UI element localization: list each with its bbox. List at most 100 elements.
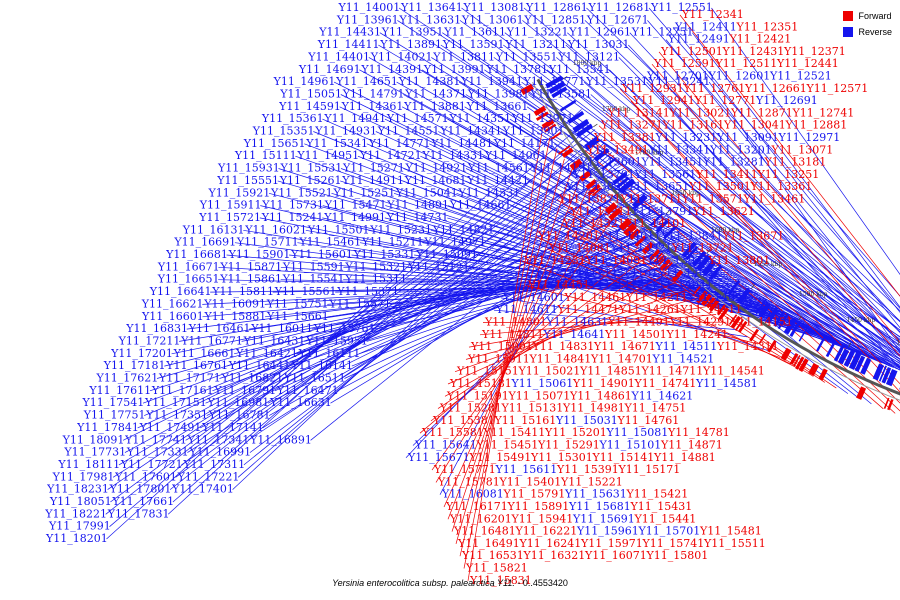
gene-label-reverse: Y11_16011 [250,322,313,335]
gene-label-forward: Y11_14851 [579,365,642,378]
gene-label-reverse: Y11_14731 [386,211,449,224]
ruler-label: 1400 kbp [896,339,900,346]
leader-line [218,279,757,293]
gene-label-reverse: Y11_15261 [279,174,342,187]
gene-label-forward: Y11_13491 [586,143,649,156]
ruler-label: 1450 kbp [847,317,876,324]
gene-label-reverse: Y11_13631 [398,13,461,26]
gene-label-forward: Y11_12941 [632,94,695,107]
gene-label-reverse: Y11_15591 [282,260,345,273]
reverse-gene-feature [816,336,826,352]
leader-line [586,7,900,312]
gene-label-reverse: Y11_12411 [674,20,737,33]
gene-label-forward: Y11_14741 [634,377,697,390]
gene-label-reverse: Y11_15921 [208,186,271,199]
gene-label-reverse: Y11_17741 [124,433,187,446]
gene-label-forward: Y11_12511 [715,57,778,70]
gene-label-reverse: Y11_16691 [173,236,236,249]
reverse-gene-feature [691,250,707,267]
ruler-label: 1650 kbp [671,190,700,197]
gene-label-reverse: Y11_13091 [716,131,779,144]
reverse-gene-feature [618,178,636,194]
gene-label-reverse: Y11_16091 [203,297,266,310]
gene-label-reverse: Y11_12961 [568,26,631,39]
gene-label-reverse: Y11_13611 [443,26,506,39]
gene-label-reverse: Y11_13201 [709,143,772,156]
leader-line [493,57,900,354]
ruler-tick [706,249,711,254]
gene-label-reverse: Y11_14511 [655,340,718,353]
gene-label-reverse: Y11_14891 [386,199,449,212]
gene-label-reverse: Y11_14531 [458,186,521,199]
leader-line [468,306,706,348]
gene-label-forward: Y11_13911 [569,205,632,218]
gene-label-reverse: Y11_14401 [307,50,370,63]
leader-lines [105,7,900,581]
gene-label-reverse: Y11_16651 [157,273,220,286]
gene-label-reverse: Y11_14951 [296,149,359,162]
leader-line [206,201,654,416]
gene-label-reverse: Y11_15351 [252,125,315,138]
leader-line [629,32,900,323]
reverse-gene-feature [783,317,797,335]
forward-gene-feature [730,315,742,329]
gene-label-reverse: Y11_15551 [216,174,279,187]
gene-label-forward: Y11_14461 [564,291,627,304]
gene-label-reverse: Y11_17141 [201,421,264,434]
leader-line [109,119,589,527]
leader-line [459,148,558,557]
gene-label-forward: Y11_14091 [585,254,648,267]
gene-label-reverse: Y11_14561 [467,162,530,175]
gene-label-reverse: Y11_17201 [110,347,173,360]
gene-label-reverse: Y11_13651 [627,180,690,193]
leader-line [281,225,678,379]
gene-label-forward: Y11_12771 [694,94,757,107]
leader-line [447,179,581,520]
reverse-gene-feature [696,254,712,271]
gene-label-forward: Y11_14781 [667,426,730,439]
leader-line [187,174,630,453]
gene-label-forward: Y11_13461 [743,193,806,206]
gene-label-reverse: Y11_13981 [467,88,530,101]
gene-label-reverse: Y11_13831 [565,180,628,193]
gene-label-reverse: Y11_12971 [778,131,841,144]
gene-label-reverse: Y11_15051 [279,88,342,101]
gene-label-forward: Y11_14701 [590,352,653,365]
forward-gene-feature [628,228,641,241]
gene-label-reverse: Y11_15611 [495,463,558,476]
forward-gene-feature [585,179,598,190]
forward-gene-feature [535,111,549,121]
gene-label-reverse: Y11_14691 [298,63,361,76]
gene-label-reverse: Y11_14941 [323,112,386,125]
reverse-gene-feature [872,363,885,381]
gene-label-reverse: Y11_15091 [415,248,478,261]
gene-label-reverse: Y11_12751 [631,26,694,39]
gene-label-reverse: Y11_15651 [243,137,306,150]
gene-label-reverse: Y11_15471 [324,199,387,212]
forward-gene-feature [634,235,647,247]
reverse-gene-feature [727,279,741,295]
gene-label-reverse: Y11_16441 [228,359,291,372]
gene-label-reverse: Y11_14601 [502,291,565,304]
gene-label-reverse: Y11_13921 [610,242,673,255]
gene-label-forward: Y11_15781 [437,475,500,488]
ruler-tick [665,210,670,215]
leader-line [112,158,617,478]
gene-label-forward: Y11_14901 [572,377,635,390]
gene-label-forward: Y11_13721 [671,242,734,255]
gene-label-forward: Y11_15191 [446,389,509,402]
gene-label-forward: Y11_15131 [501,402,564,415]
gene-label-forward: Y11_12661 [744,82,807,95]
leader-line [521,260,781,358]
gene-label-forward: Y11_15151 [456,365,519,378]
leader-line [440,44,900,352]
reverse-gene-feature [798,326,809,342]
gene-label-reverse: Y11_16761 [165,359,228,372]
leader-line [172,134,599,503]
gene-label-reverse: Y11_14171 [493,137,556,150]
leader-line [591,137,896,414]
reverse-gene-feature [551,86,568,99]
forward-gene-feature [780,347,792,361]
leader-line [344,223,676,379]
